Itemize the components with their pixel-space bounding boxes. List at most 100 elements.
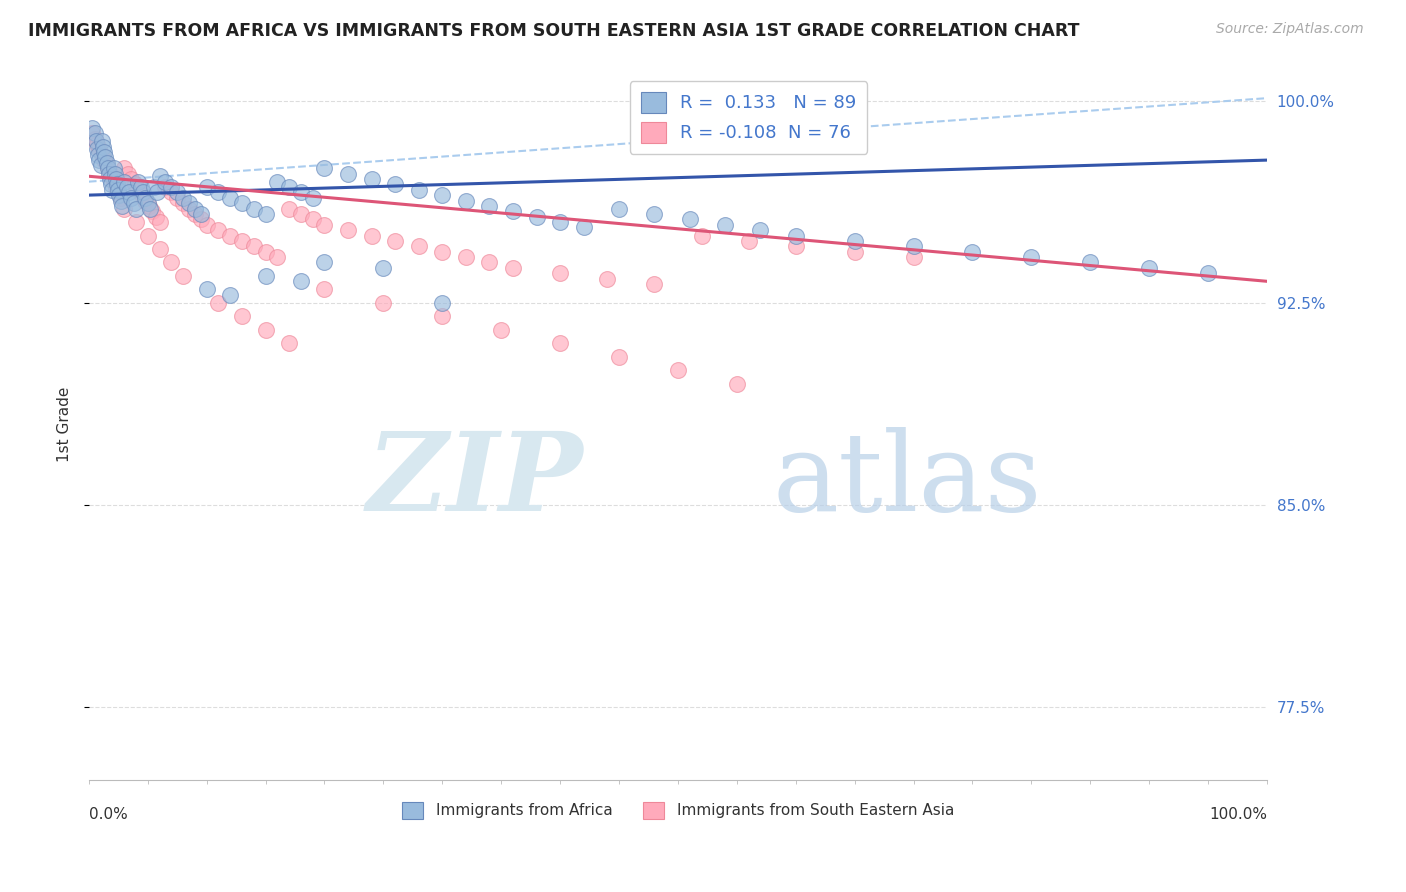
Point: [502, 260, 524, 275]
Point: [254, 207, 277, 221]
Point: [184, 207, 207, 221]
Point: [360, 228, 382, 243]
Point: [184, 202, 207, 216]
Point: [384, 178, 406, 192]
Point: [337, 167, 360, 181]
Point: [607, 350, 630, 364]
Point: [1078, 255, 1101, 269]
Point: [87, 147, 110, 161]
Point: [254, 268, 277, 283]
Point: [314, 218, 336, 232]
Point: [100, 169, 122, 184]
Point: [134, 194, 156, 208]
Point: [145, 210, 167, 224]
Point: [139, 202, 162, 216]
Point: [86, 136, 108, 151]
Point: [454, 194, 477, 208]
Point: [408, 183, 430, 197]
Point: [97, 161, 120, 176]
Point: [207, 223, 229, 237]
Point: [83, 131, 105, 145]
Point: [384, 234, 406, 248]
Text: Source: ZipAtlas.com: Source: ZipAtlas.com: [1216, 22, 1364, 37]
Point: [89, 153, 111, 167]
Point: [502, 204, 524, 219]
Point: [572, 220, 595, 235]
Point: [90, 147, 112, 161]
Point: [111, 199, 134, 213]
Point: [243, 202, 266, 216]
Point: [125, 202, 148, 216]
Text: IMMIGRANTS FROM AFRICA VS IMMIGRANTS FROM SOUTH EASTERN ASIA 1ST GRADE CORRELATI: IMMIGRANTS FROM AFRICA VS IMMIGRANTS FRO…: [28, 22, 1080, 40]
Point: [231, 234, 253, 248]
Legend: Immigrants from Africa, Immigrants from South Eastern Asia: Immigrants from Africa, Immigrants from …: [396, 796, 960, 825]
Point: [548, 336, 571, 351]
Point: [432, 296, 454, 310]
Point: [666, 363, 689, 377]
Point: [91, 139, 114, 153]
Point: [177, 202, 200, 216]
Point: [478, 255, 501, 269]
Point: [86, 142, 108, 156]
Point: [290, 186, 312, 200]
Point: [155, 180, 177, 194]
Point: [432, 188, 454, 202]
Point: [219, 191, 242, 205]
Point: [749, 223, 772, 237]
Point: [110, 194, 132, 208]
Point: [478, 199, 501, 213]
Point: [1021, 250, 1043, 264]
Point: [714, 218, 737, 232]
Point: [104, 167, 127, 181]
Y-axis label: 1st Grade: 1st Grade: [58, 386, 72, 462]
Point: [526, 210, 548, 224]
Point: [190, 207, 212, 221]
Point: [148, 215, 170, 229]
Point: [373, 296, 395, 310]
Point: [166, 191, 188, 205]
Point: [190, 212, 212, 227]
Point: [432, 244, 454, 259]
Point: [122, 196, 145, 211]
Point: [134, 191, 156, 205]
Point: [219, 287, 242, 301]
Point: [373, 260, 395, 275]
Point: [254, 244, 277, 259]
Point: [132, 186, 155, 200]
Point: [266, 175, 288, 189]
Point: [82, 120, 104, 135]
Point: [290, 207, 312, 221]
Point: [166, 186, 188, 200]
Text: 0.0%: 0.0%: [89, 806, 128, 822]
Point: [155, 175, 177, 189]
Point: [643, 277, 665, 291]
Point: [96, 156, 118, 170]
Point: [725, 376, 748, 391]
Point: [98, 172, 121, 186]
Point: [1197, 266, 1219, 280]
Point: [454, 250, 477, 264]
Point: [124, 178, 146, 192]
Point: [83, 126, 105, 140]
Point: [105, 178, 128, 192]
Point: [117, 167, 139, 181]
Point: [195, 282, 218, 296]
Point: [93, 153, 115, 167]
Point: [337, 223, 360, 237]
Point: [290, 274, 312, 288]
Point: [785, 239, 807, 253]
Point: [596, 271, 619, 285]
Point: [903, 239, 925, 253]
Point: [207, 186, 229, 200]
Point: [278, 202, 301, 216]
Point: [94, 150, 117, 164]
Point: [112, 175, 135, 189]
Point: [120, 191, 142, 205]
Point: [103, 175, 125, 189]
Point: [690, 228, 713, 243]
Point: [548, 266, 571, 280]
Text: 100.0%: 100.0%: [1209, 806, 1267, 822]
Point: [146, 186, 169, 200]
Point: [679, 212, 702, 227]
Point: [607, 202, 630, 216]
